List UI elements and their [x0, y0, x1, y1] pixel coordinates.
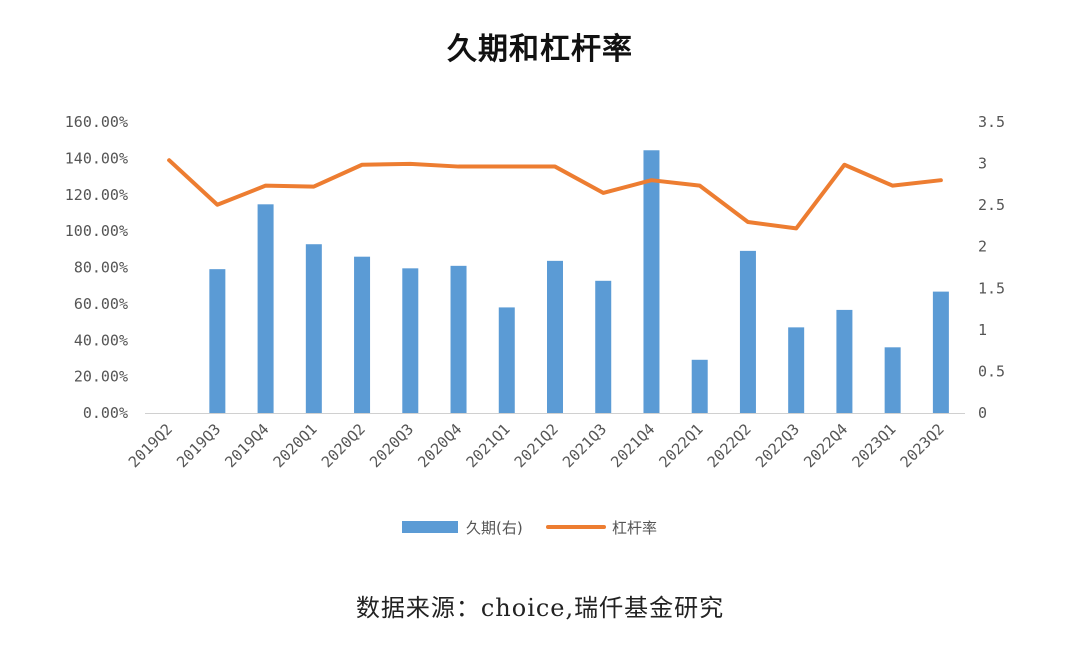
x-axis-tick-label: 2023Q1	[848, 420, 899, 471]
right-axis-tick-label: 3.5	[978, 113, 1005, 131]
left-axis-tick-label: 80.00%	[74, 259, 128, 277]
x-axis-tick-label: 2020Q3	[366, 420, 417, 471]
x-axis-tick-label: 2021Q4	[607, 420, 658, 471]
x-axis-tick-label: 2020Q1	[270, 420, 321, 471]
duration-bar	[643, 150, 660, 414]
duration-bar	[498, 307, 515, 413]
duration-bar	[450, 265, 467, 413]
left-axis-tick-label: 100.00%	[65, 222, 128, 240]
right-axis-tick-label: 2.5	[978, 196, 1005, 214]
x-axis-tick-label: 2022Q4	[800, 420, 851, 471]
x-axis-tick-label: 2019Q2	[125, 420, 176, 471]
legend-bar-swatch	[402, 521, 458, 533]
right-axis-tick-label: 0.5	[978, 362, 1005, 380]
left-axis-tick-label: 140.00%	[65, 149, 128, 167]
x-axis-tick-label: 2019Q4	[221, 420, 272, 471]
left-axis-tick-label: 20.00%	[74, 368, 128, 386]
x-axis-tick-label: 2022Q3	[752, 420, 803, 471]
right-axis-tick-label: 1.5	[978, 279, 1005, 297]
x-axis-tick-label: 2021Q3	[559, 420, 610, 471]
left-axis-tick-label: 120.00%	[65, 186, 128, 204]
duration-bar	[547, 260, 563, 413]
left-axis-tick-label: 160.00%	[65, 113, 128, 131]
duration-bar	[209, 269, 226, 413]
duration-bar	[595, 280, 612, 413]
right-axis-tick-label: 3	[978, 155, 987, 173]
right-axis-tick-label: 1	[978, 321, 987, 339]
right-axis-tick-label: 0	[978, 404, 987, 422]
x-axis-tick-label: 2020Q4	[414, 420, 465, 471]
left-axis-tick-label: 0.00%	[83, 404, 128, 422]
source-note: 数据来源：choice,瑞仟基金研究	[355, 594, 725, 622]
duration-bar	[354, 256, 371, 413]
x-axis-tick-label: 2021Q2	[511, 420, 562, 471]
x-axis-tick-label: 2020Q2	[318, 420, 369, 471]
x-axis-tick-label: 2022Q1	[655, 420, 706, 471]
duration-bar	[932, 291, 949, 413]
duration-bar	[691, 359, 708, 413]
x-axis-tick-label: 2022Q2	[704, 420, 755, 471]
left-axis-tick-label: 40.00%	[74, 331, 128, 349]
leverage-line	[167, 158, 943, 231]
legend-label-duration: 久期(右)	[466, 519, 523, 537]
duration-bar	[257, 204, 274, 413]
duration-bar	[305, 244, 322, 413]
legend-label-leverage: 杠杆率	[612, 519, 657, 537]
duration-bar	[836, 309, 853, 413]
duration-bar	[402, 268, 419, 413]
left-axis-tick-label: 60.00%	[74, 295, 128, 313]
right-axis-tick-label: 2	[978, 238, 987, 256]
duration-bar	[884, 347, 901, 413]
chart-title: 久期和杠杆率	[447, 32, 633, 67]
x-axis-tick-label: 2019Q3	[173, 420, 224, 471]
x-axis-tick-label: 2021Q1	[463, 420, 514, 471]
duration-bar	[788, 327, 805, 413]
x-axis-tick-label: 2023Q2	[897, 420, 948, 471]
duration-bar	[739, 250, 756, 413]
